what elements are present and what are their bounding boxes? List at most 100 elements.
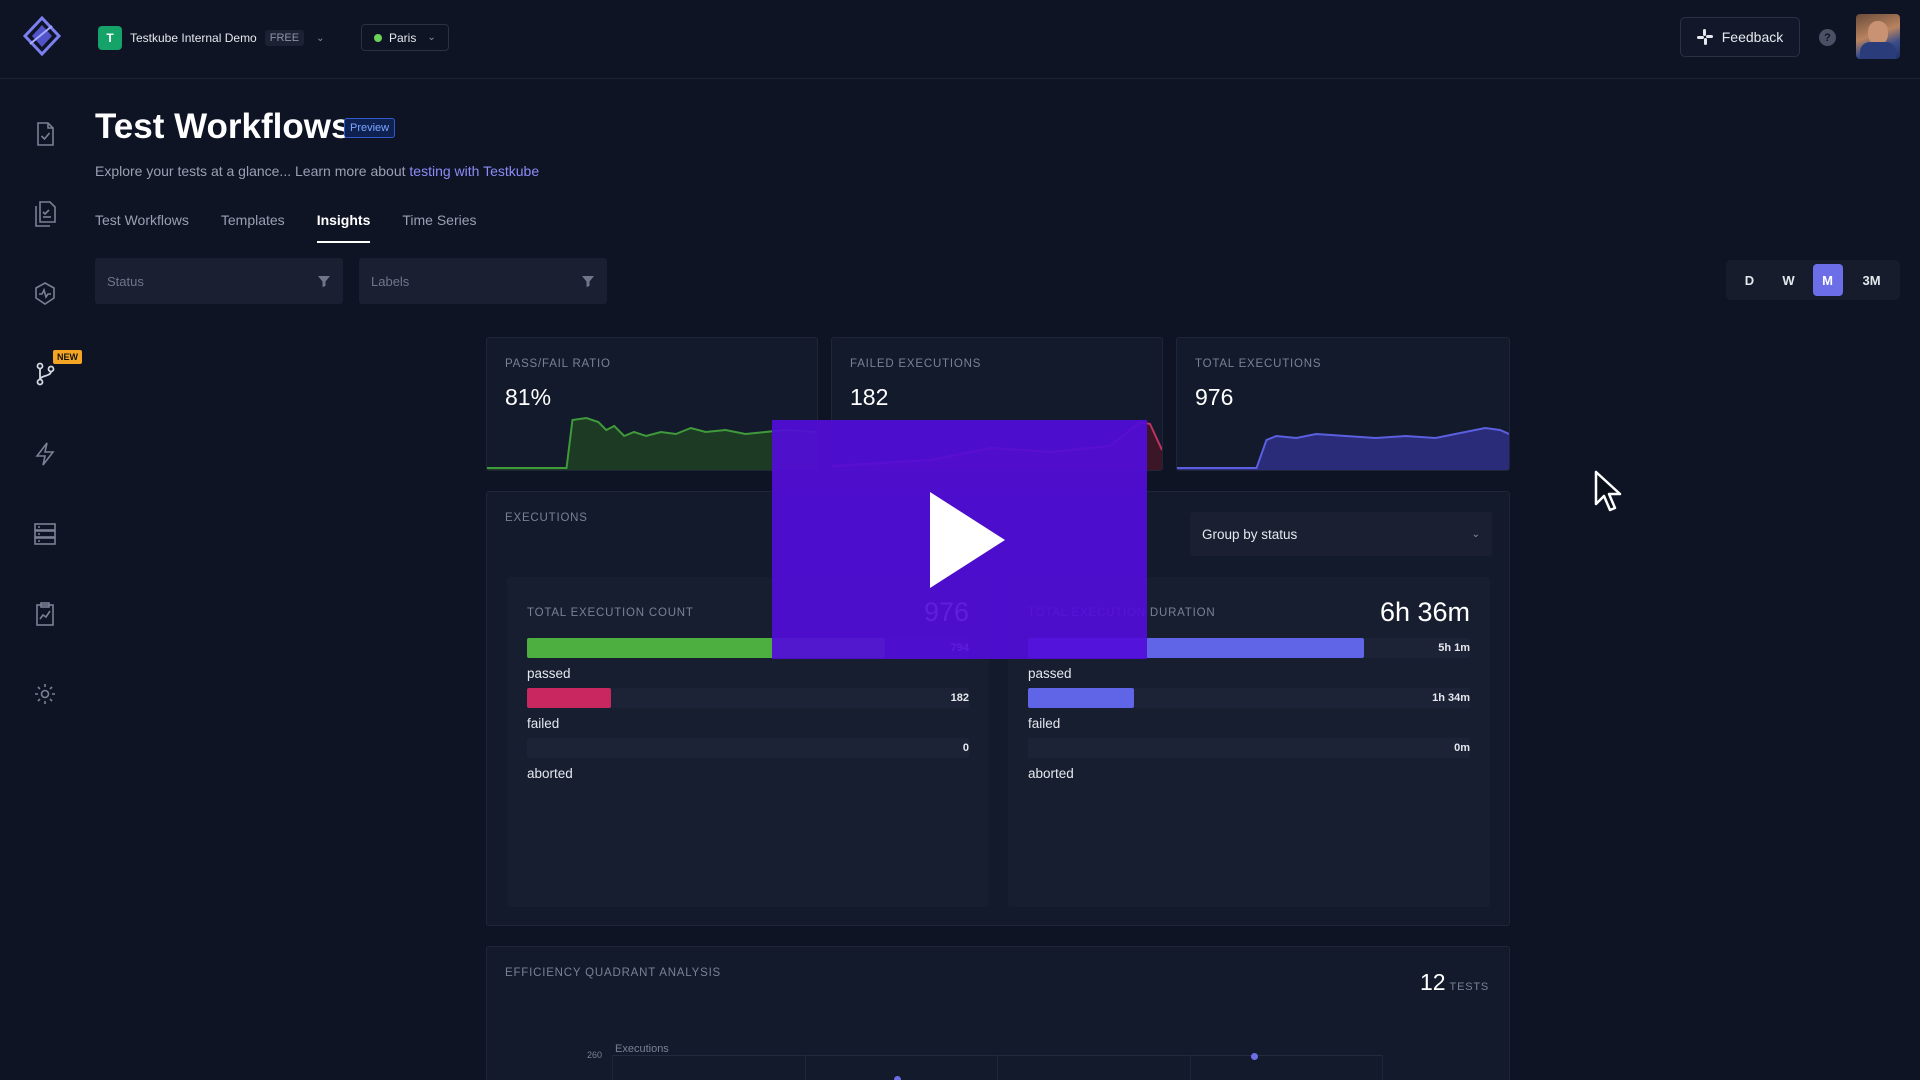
card-label: TOTAL EXECUTIONS [1195, 358, 1322, 370]
feedback-button[interactable]: Feedback [1680, 17, 1800, 57]
bar-track [527, 738, 969, 758]
card-value: 81% [505, 384, 552, 410]
range-week-button[interactable]: W [1782, 272, 1795, 288]
tab-insights[interactable]: Insights [316, 212, 371, 243]
sidebar-item-workflows[interactable] [28, 357, 62, 391]
bar-label: passed [1028, 666, 1072, 681]
card-value: 182 [850, 384, 889, 410]
bar-label: passed [527, 666, 571, 681]
total-executions-card: TOTAL EXECUTIONS 976 [1176, 337, 1510, 471]
card-value: 976 [1195, 384, 1234, 410]
y-axis-label: Executions [615, 1043, 669, 1055]
clipboard-chart-icon [36, 602, 54, 626]
tab-bar: Test Workflows Templates Insights Time S… [95, 212, 477, 243]
filter-icon [582, 276, 594, 287]
status-filter-placeholder: Status [107, 273, 144, 289]
subtitle-text: Explore your tests at a glance... Learn … [95, 163, 410, 179]
tab-templates[interactable]: Templates [220, 212, 285, 228]
environment-status-dot [374, 33, 382, 42]
organization-selector[interactable]: T Testkube Internal Demo FREE ⌄ [98, 26, 324, 50]
grid-line [805, 1055, 806, 1080]
range-month-button[interactable]: M [1812, 264, 1843, 296]
bar-label: aborted [1028, 766, 1074, 781]
sidebar-item-tests[interactable] [28, 117, 62, 151]
avatar-face [1868, 21, 1888, 45]
chevron-down-icon: ⌄ [316, 32, 325, 44]
shield-pulse-icon [35, 282, 55, 305]
preview-badge: Preview [344, 118, 396, 138]
avatar-shirt [1860, 42, 1896, 59]
video-play-overlay[interactable] [772, 420, 1147, 659]
panel-total: 6h 36m [1379, 597, 1470, 627]
help-icon[interactable]: ? [1819, 29, 1836, 46]
tab-test-workflows[interactable]: Test Workflows [95, 212, 189, 228]
slack-icon [1696, 29, 1713, 45]
play-icon [930, 492, 1005, 588]
bar-track [1028, 738, 1470, 758]
sidebar-item-insights[interactable] [28, 597, 62, 631]
page-subtitle: Explore your tests at a glance... Learn … [95, 163, 539, 179]
scatter-point[interactable] [1251, 1053, 1258, 1060]
git-branch-icon [36, 362, 55, 386]
bar-value: 1h 34m [1432, 692, 1470, 704]
grid-line [612, 1055, 613, 1080]
feedback-label: Feedback [1721, 29, 1784, 45]
environment-name: Paris [389, 30, 417, 45]
group-by-value: Group by status [1202, 526, 1298, 542]
labels-filter[interactable]: Labels [359, 258, 607, 304]
test-count-value: 12 [1419, 969, 1446, 995]
scatter-point[interactable] [894, 1076, 901, 1080]
filter-icon [318, 276, 330, 287]
test-count-unit: TESTS [1449, 981, 1489, 993]
sidebar-item-test-suites[interactable] [28, 197, 62, 231]
page-title: Test Workflows [95, 107, 351, 146]
chevron-down-icon: ⌄ [1471, 528, 1480, 540]
grid-line [997, 1055, 998, 1080]
range-3-months-button[interactable]: 3M [1862, 272, 1881, 288]
grid-line [1382, 1055, 1383, 1080]
mouse-cursor-icon [1594, 470, 1622, 512]
sidebar-item-triggers[interactable] [28, 437, 62, 471]
test-count: 12 TESTS [1420, 969, 1489, 996]
card-label: PASS/FAIL RATIO [505, 358, 611, 370]
user-avatar[interactable] [1856, 14, 1900, 59]
card-label: FAILED EXECUTIONS [850, 358, 982, 370]
bar-label: failed [527, 716, 560, 731]
testkube-logo-icon[interactable] [22, 16, 62, 56]
bar-value: 5h 1m [1438, 642, 1470, 654]
sidebar-item-settings[interactable] [28, 677, 62, 711]
efficiency-quadrant-card: EFFICIENCY QUADRANT ANALYSIS 12 TESTS Exe… [486, 946, 1510, 1080]
total-sparkline [1177, 426, 1509, 470]
group-by-select[interactable]: Group by status ⌄ [1190, 512, 1492, 556]
tab-time-series[interactable]: Time Series [402, 212, 477, 228]
copy-files-icon [35, 201, 56, 227]
y-tick-label: 260 [587, 1050, 603, 1060]
card-label: EXECUTIONS [505, 512, 588, 524]
range-day-button[interactable]: D [1744, 272, 1755, 288]
top-bar: T Testkube Internal Demo FREE ⌄ Paris ⌄ … [0, 0, 1920, 79]
bar-track [527, 688, 969, 708]
environment-selector[interactable]: Paris ⌄ [361, 24, 449, 51]
file-check-icon [37, 122, 54, 146]
labels-filter-placeholder: Labels [371, 273, 410, 289]
lightning-icon [35, 442, 55, 466]
bar-track [1028, 688, 1470, 708]
sidebar-item-artifacts[interactable] [28, 517, 62, 551]
bar-fill [527, 688, 611, 708]
sidebar-item-sources[interactable] [28, 277, 62, 311]
learn-more-link[interactable]: testing with Testkube [409, 163, 540, 179]
bar-value: 0 [962, 742, 969, 754]
organization-avatar: T [98, 26, 122, 50]
executions-card: EXECUTIONS Group by status ⌄ TOTAL EXECU… [486, 491, 1510, 926]
bar-label: failed [1028, 716, 1061, 731]
gear-icon [35, 684, 55, 704]
status-filter[interactable]: Status [95, 258, 343, 304]
bar-fill [1028, 688, 1135, 708]
time-range-selector: D W M 3M [1726, 260, 1900, 300]
chevron-down-icon: ⌄ [427, 32, 436, 43]
execution-duration-panel: TOTAL EXECUTION DURATION 6h 36m 5h 1m pa… [1008, 577, 1490, 907]
panel-label: TOTAL EXECUTION COUNT [527, 607, 694, 619]
bar-label: aborted [527, 766, 573, 781]
database-icon [34, 523, 56, 545]
new-badge: NEW [53, 350, 82, 364]
